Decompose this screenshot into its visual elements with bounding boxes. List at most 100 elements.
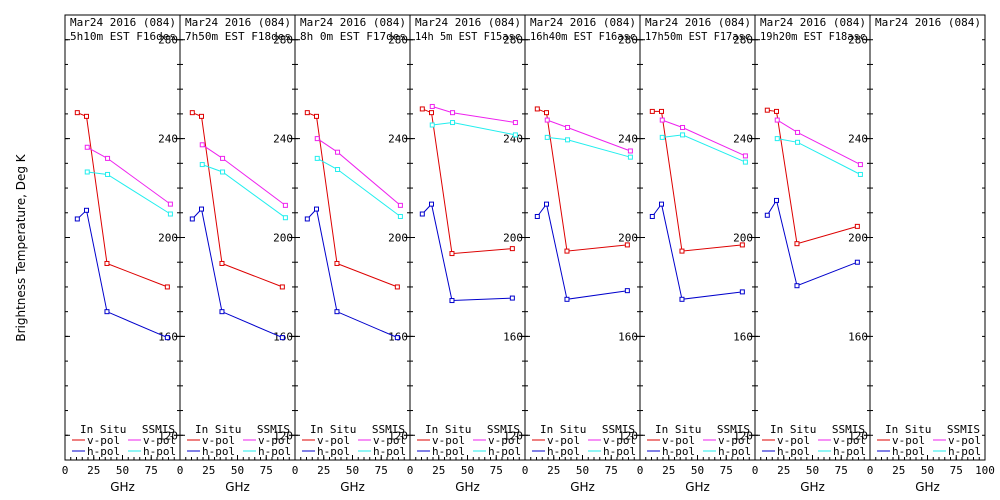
legend-ssmis: SSMIS <box>372 423 405 436</box>
data-point <box>220 155 226 161</box>
data-point <box>659 201 665 207</box>
legend-label-insitu: v-pol <box>777 434 810 447</box>
legend-label-insitu: h-pol <box>317 445 350 458</box>
panel-8: Mar24 2016 (084) 0 25 50 75 100 GHz In Situ SSMI… <box>867 14 995 494</box>
data-point <box>164 284 170 290</box>
x-tick-label: 25 <box>317 464 330 477</box>
y-tick-label: 240 <box>158 133 178 146</box>
y-tick-label: 200 <box>158 232 178 245</box>
panel-title-time: 16h40m EST F16asc <box>530 30 636 43</box>
panel-2: Mar24 2016 (084)7h50m EST F18des12016020… <box>177 14 296 494</box>
data-point <box>334 309 340 315</box>
x-axis-unit: GHz <box>915 480 940 494</box>
data-point <box>627 148 633 154</box>
data-point <box>857 171 863 177</box>
series-line <box>76 209 168 339</box>
legend-label-insitu: h-pol <box>432 445 465 458</box>
x-tick-label: 25 <box>87 464 100 477</box>
data-point <box>739 289 745 295</box>
panel-title-date: Mar24 2016 (084) <box>760 16 866 29</box>
y-tick-label: 200 <box>618 232 638 245</box>
x-tick-label: 75 <box>720 464 733 477</box>
y-tick-label: 240 <box>733 133 753 146</box>
data-point <box>429 122 435 128</box>
data-point <box>189 110 195 116</box>
legend-label-insitu: h-pol <box>892 445 925 458</box>
x-axis-unit: GHz <box>685 480 710 494</box>
data-point <box>544 110 550 116</box>
panel-title-time: 19h20m EST F18asc <box>760 30 866 43</box>
y-tick-label: 280 <box>158 34 178 47</box>
legend-in-situ: In Situ <box>80 423 126 436</box>
legend-label-ssmis: h-pol <box>833 445 866 458</box>
x-axis-unit: GHz <box>570 480 595 494</box>
data-point <box>282 215 288 221</box>
x-tick-label: 75 <box>835 464 848 477</box>
data-point <box>397 213 403 219</box>
series-line <box>307 112 398 288</box>
series-line <box>432 106 516 123</box>
data-point <box>84 169 90 175</box>
series-line <box>767 109 858 245</box>
y-tick-label: 280 <box>618 34 638 47</box>
x-tick-label: 25 <box>547 464 560 477</box>
x-tick-label: 100 <box>975 464 995 477</box>
series-line <box>77 112 168 288</box>
legend-label-insitu: v-pol <box>892 434 925 447</box>
legend-label-insitu: v-pol <box>547 434 580 447</box>
series-line <box>87 171 171 215</box>
legend-label-ssmis: v-pol <box>143 434 176 447</box>
data-point <box>84 207 90 213</box>
legend-label-ssmis: h-pol <box>258 445 291 458</box>
data-point <box>394 284 400 290</box>
data-point <box>624 242 630 248</box>
y-tick-label: 160 <box>848 330 868 343</box>
legend-in-situ: In Situ <box>655 423 701 436</box>
legend-label-insitu: v-pol <box>87 434 120 447</box>
y-tick-label: 280 <box>273 34 293 47</box>
data-point <box>649 213 655 219</box>
y-tick-label: 120 <box>618 429 638 442</box>
legend-label-ssmis: v-pol <box>833 434 866 447</box>
x-tick-label: 75 <box>375 464 388 477</box>
data-point <box>509 246 515 252</box>
data-point <box>304 216 310 222</box>
legend-ssmis: SSMIS <box>717 423 750 436</box>
panel-title-date: Mar24 2016 (084) <box>185 16 291 29</box>
y-tick-label: 160 <box>733 330 753 343</box>
panel-title-date: Mar24 2016 (084) <box>415 16 521 29</box>
legend-ssmis: SSMIS <box>832 423 865 436</box>
y-axis-label: Brightness Temperature, Deg K <box>14 153 28 341</box>
x-tick-label: 0 <box>637 464 644 477</box>
data-point <box>509 295 515 301</box>
data-point <box>679 248 685 254</box>
x-axis-unit: GHz <box>225 480 250 494</box>
data-point <box>219 309 225 315</box>
x-tick-label: 50 <box>576 464 589 477</box>
legend-in-situ: In Situ <box>885 423 931 436</box>
data-point <box>450 110 456 116</box>
panel-6: Mar24 2016 (084)17h50m EST F17asc 120 160 2… <box>637 14 756 494</box>
x-tick-label: 50 <box>921 464 934 477</box>
x-tick-label: 75 <box>490 464 503 477</box>
data-point <box>104 260 110 266</box>
legend-label-ssmis: v-pol <box>718 434 751 447</box>
data-point <box>774 136 780 142</box>
panel-3: Mar24 2016 (084)8h 0m EST F17des12016020… <box>292 14 411 494</box>
data-point <box>854 223 860 229</box>
x-axis-unit: GHz <box>340 480 365 494</box>
legend-label-insitu: h-pol <box>202 445 235 458</box>
legend-label-insitu: h-pol <box>777 445 810 458</box>
legend-label-insitu: v-pol <box>432 434 465 447</box>
y-tick-label: 120 <box>733 429 753 442</box>
x-tick-label: 0 <box>177 464 184 477</box>
data-point <box>739 242 745 248</box>
legend-label-ssmis: h-pol <box>488 445 521 458</box>
data-point <box>774 108 780 114</box>
data-point <box>627 154 633 160</box>
legend-ssmis: SSMIS <box>257 423 290 436</box>
y-tick-label: 120 <box>158 429 178 442</box>
data-point <box>564 296 570 302</box>
data-point <box>104 309 110 315</box>
